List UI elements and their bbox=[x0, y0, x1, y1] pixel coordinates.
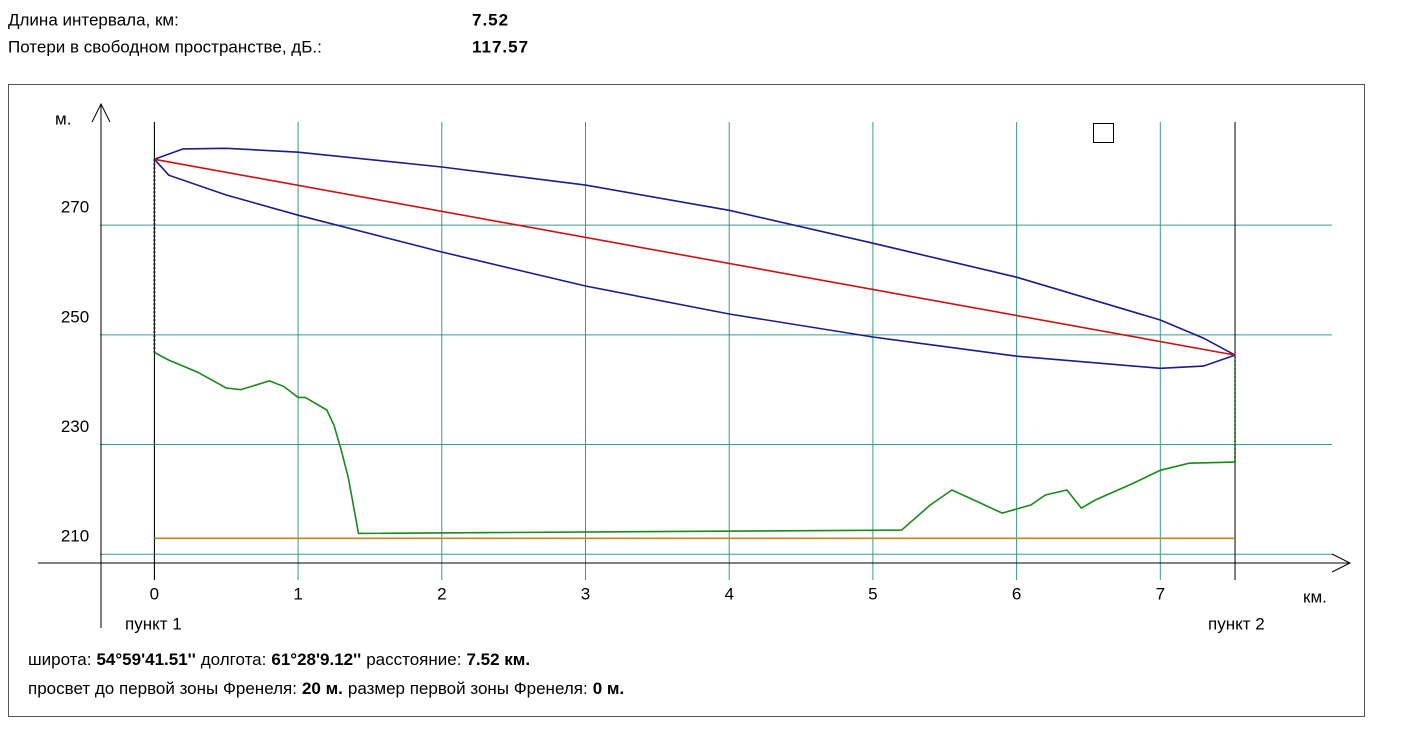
footer-line: широта: 54°59'41.51'' долгота: 61°28'9.12''… bbox=[28, 650, 530, 669]
x-tick-label: 0 bbox=[150, 584, 159, 603]
point-label: пункт 1 bbox=[125, 614, 182, 633]
y-axis-arrow bbox=[91, 102, 111, 123]
x-tick-label: 7 bbox=[1156, 584, 1165, 603]
footer-text: размер первой зоны Френеля: bbox=[348, 679, 588, 698]
x-axis-arrow bbox=[1331, 553, 1352, 573]
y-tick-label: 210 bbox=[61, 527, 89, 546]
info-label: Потери в свободном пространстве, дБ.: bbox=[8, 37, 322, 56]
series-line bbox=[153, 158, 1236, 370]
y-axis-label: м. bbox=[55, 109, 71, 128]
footer-text: долгота: bbox=[201, 650, 267, 669]
footer-text: 61°28'9.12'' bbox=[271, 650, 361, 669]
x-tick-label: 1 bbox=[293, 584, 302, 603]
info-label: Длина интервала, км: bbox=[8, 10, 179, 29]
chart-frame bbox=[8, 84, 1365, 717]
footer-text: расстояние: bbox=[366, 650, 461, 669]
info-value: 117.57 bbox=[472, 37, 529, 56]
footer-line: просвет до первой зоны Френеля: 20 м. разм… bbox=[28, 679, 624, 698]
x-tick-label: 2 bbox=[437, 584, 446, 603]
footer-text: 20 м. bbox=[302, 679, 343, 698]
x-tick-label: 4 bbox=[724, 584, 733, 603]
x-tick-label: 3 bbox=[581, 584, 590, 603]
info-value: 7.52 bbox=[472, 10, 509, 29]
footer-text: просвет до первой зоны Френеля: bbox=[28, 679, 297, 698]
footer-text: 0 м. bbox=[593, 679, 624, 698]
checkbox[interactable] bbox=[1093, 123, 1114, 143]
y-tick-label: 250 bbox=[61, 307, 89, 326]
footer-text: 54°59'41.51'' bbox=[96, 650, 195, 669]
x-tick-label: 6 bbox=[1012, 584, 1021, 603]
y-tick-label: 270 bbox=[61, 198, 89, 217]
series-line bbox=[154, 158, 1236, 356]
x-tick-label: 5 bbox=[868, 584, 877, 603]
point-label: пункт 2 bbox=[1208, 614, 1265, 633]
y-tick-label: 230 bbox=[61, 417, 89, 436]
footer-text: 7.52 км. bbox=[466, 650, 530, 669]
footer-text: широта: bbox=[28, 650, 91, 669]
x-axis-label: км. bbox=[1303, 587, 1327, 606]
series-line bbox=[154, 147, 1236, 356]
series-line bbox=[154, 351, 1236, 535]
